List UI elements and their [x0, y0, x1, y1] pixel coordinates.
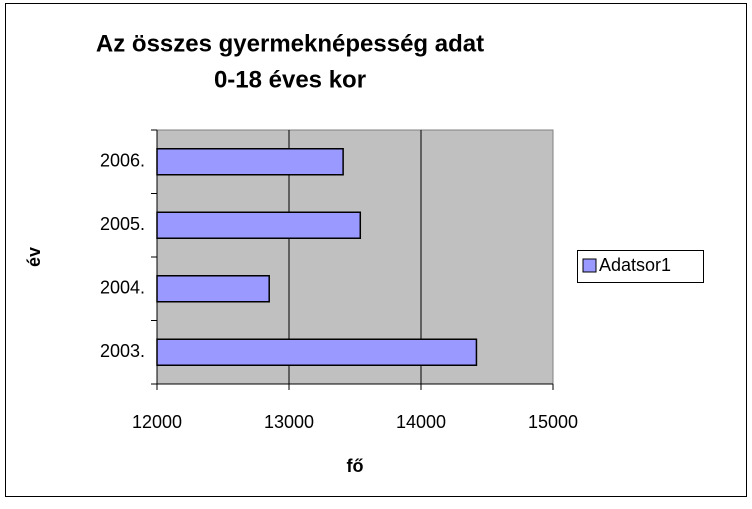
x-tick-label: 14000	[396, 412, 446, 432]
legend	[577, 250, 704, 283]
y-axis-label: év	[24, 247, 44, 267]
x-tick-label: 12000	[132, 412, 182, 432]
bar	[156, 211, 362, 239]
y-tick-label: 2005.	[100, 214, 145, 234]
y-tick-label: 2006.	[100, 151, 145, 171]
bar	[156, 338, 478, 366]
x-tick-label: 15000	[528, 412, 578, 432]
chart-title: Az összes gyermeknépesség adat	[96, 30, 484, 57]
y-tick-label: 2003.	[100, 341, 145, 361]
bar	[156, 275, 270, 303]
legend-label: Adatsor1	[599, 255, 671, 275]
x-tick-label: 13000	[264, 412, 314, 432]
bar	[156, 148, 344, 176]
legend-swatch	[582, 258, 597, 273]
chart-title: 0-18 éves kor	[214, 66, 366, 93]
y-tick-label: 2004.	[100, 278, 145, 298]
x-axis-label: fő	[347, 456, 364, 476]
